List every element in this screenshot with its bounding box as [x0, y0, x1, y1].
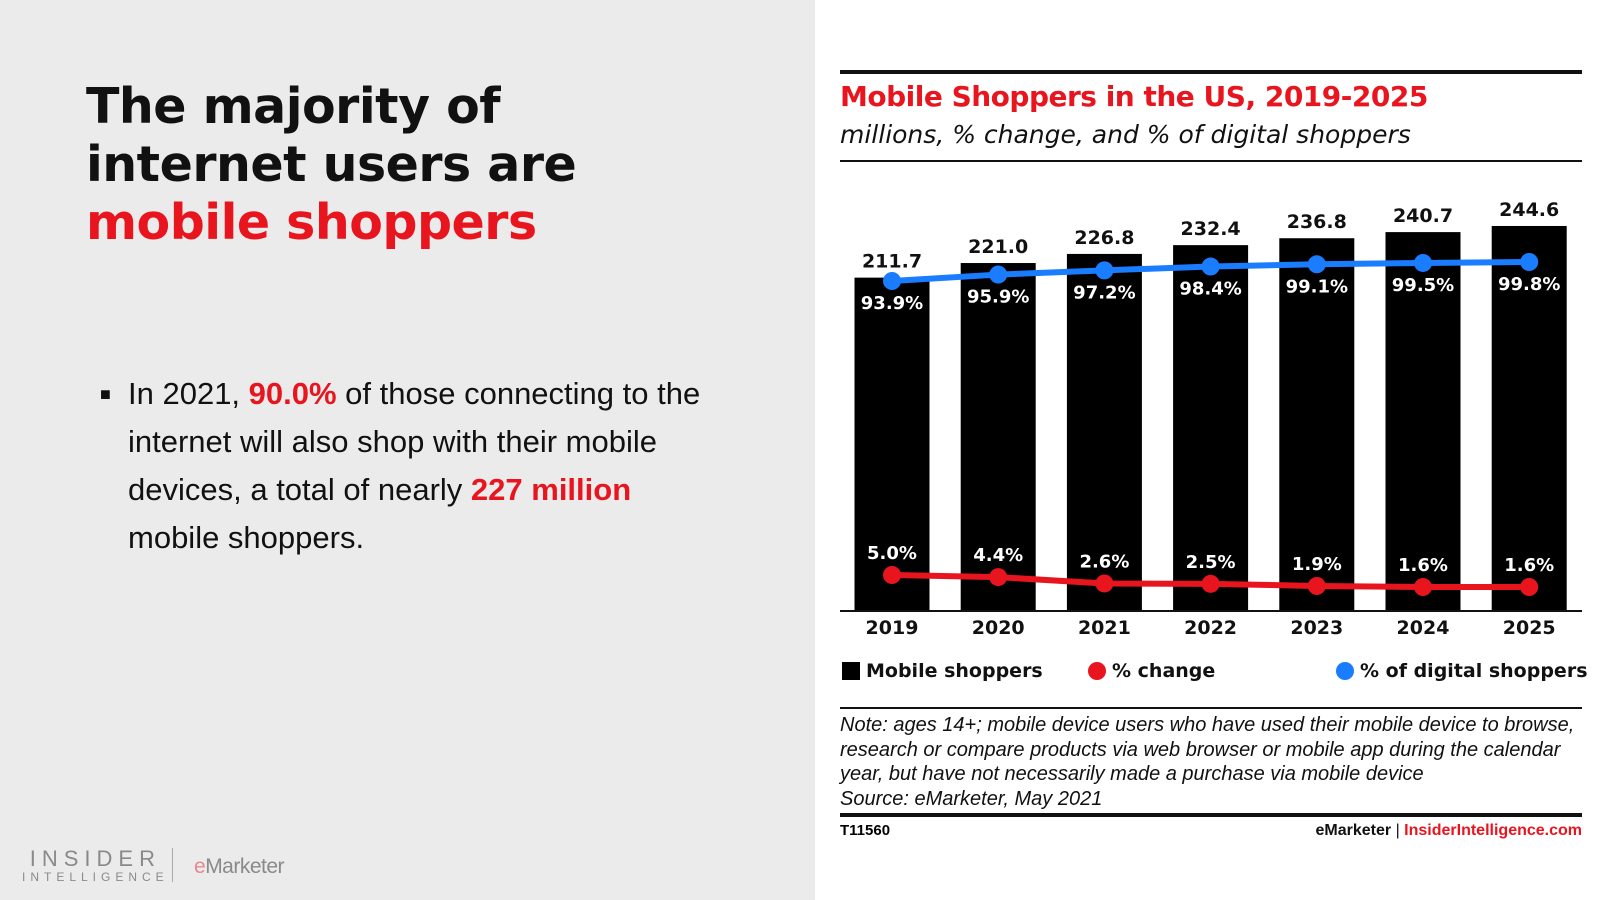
percent-change-point: [1095, 574, 1114, 593]
logo-divider: [172, 848, 173, 882]
legend-item-percent-digital: % of digital shoppers: [1336, 660, 1588, 682]
chart-source: Source: eMarketer, May 2021: [840, 787, 1103, 810]
insider-intelligence-logo: INSIDER INTELLIGENCE: [22, 846, 169, 885]
chart-id: T11560: [840, 822, 891, 839]
bar-value-label: 221.0: [968, 236, 1028, 258]
legend-item-mobile-shoppers: Mobile shoppers: [842, 660, 1043, 682]
headline-highlight: mobile shoppers: [86, 194, 537, 251]
percent-digital-point: [989, 265, 1008, 284]
legend-item-percent-change: % change: [1088, 660, 1215, 682]
percent-change-label: 5.0%: [867, 543, 917, 564]
bar-value-label: 226.8: [1074, 227, 1134, 249]
top-rule: [840, 70, 1582, 74]
emarketer-logo: eMarketer: [194, 855, 285, 878]
percent-change-label: 1.6%: [1504, 555, 1554, 576]
bullet-square-icon: ■: [100, 384, 111, 404]
bar-value-label: 244.6: [1499, 199, 1559, 221]
bar-2021: [1066, 253, 1142, 610]
bullet-point: ■ In 2021, 90.0% of those connecting to …: [100, 370, 720, 562]
x-tick-label: 2024: [1397, 617, 1450, 639]
x-tick-label: 2025: [1503, 617, 1556, 639]
left-panel: The majority of internet users are mobil…: [0, 0, 815, 900]
highlight-total: 227 million: [470, 472, 632, 507]
percent-digital-label: 99.1%: [1286, 276, 1348, 297]
headline: The majority of internet users are mobil…: [86, 78, 577, 251]
percent-change-point: [1201, 574, 1220, 593]
bar-2023: [1279, 238, 1355, 610]
bar-value-label: 240.7: [1393, 205, 1453, 227]
chart-subtitle: millions, % change, and % of digital sho…: [840, 120, 1411, 149]
bar-2020: [960, 263, 1036, 610]
chart-note: Note: ages 14+; mobile device users who …: [840, 713, 1585, 811]
x-tick-label: 2019: [866, 617, 919, 639]
percent-change-point: [1520, 578, 1539, 596]
percent-digital-label: 95.9%: [967, 287, 1029, 308]
percent-change-label: 1.9%: [1292, 554, 1342, 575]
percent-change-point: [1307, 576, 1326, 595]
subtitle-rule: [840, 160, 1582, 162]
percent-digital-label: 99.8%: [1498, 274, 1560, 295]
bar-value-label: 232.4: [1181, 218, 1241, 240]
bar-2022: [1173, 245, 1249, 610]
bar-value-label: 236.8: [1287, 211, 1347, 233]
x-tick-label: 2021: [1078, 617, 1131, 639]
percent-change-label: 4.4%: [973, 545, 1023, 566]
highlight-percent: 90.0%: [248, 376, 337, 411]
percent-digital-point: [1307, 255, 1326, 274]
x-tick-label: 2022: [1184, 617, 1237, 639]
percent-digital-point: [1095, 261, 1114, 280]
bar-2024: [1385, 232, 1461, 610]
percent-change-point: [883, 566, 901, 584]
x-tick-label: 2023: [1290, 617, 1343, 639]
percent-digital-point: [1414, 253, 1432, 272]
chart-credit: eMarketer | InsiderIntelligence.com: [1315, 822, 1582, 839]
note-rule: [840, 707, 1582, 709]
percent-digital-point: [1201, 257, 1220, 276]
percent-digital-point: [883, 272, 901, 290]
percent-change-label: 2.6%: [1079, 551, 1129, 572]
percent-digital-label: 99.5%: [1392, 275, 1454, 296]
footer-rule: [840, 813, 1582, 817]
percent-change-point: [1414, 578, 1432, 596]
percent-change-label: 2.5%: [1186, 552, 1236, 573]
x-tick-label: 2020: [972, 617, 1025, 639]
bar-2025: [1491, 225, 1567, 610]
percent-digital-point: [1520, 253, 1539, 271]
percent-change-label: 1.6%: [1398, 555, 1448, 576]
bar-2019: [854, 277, 930, 610]
percent-digital-label: 98.4%: [1179, 279, 1241, 300]
percent-digital-label: 97.2%: [1073, 282, 1135, 303]
chart-title: Mobile Shoppers in the US, 2019-2025: [840, 80, 1428, 113]
percent-digital-label: 93.9%: [861, 293, 923, 314]
percent-change-point: [989, 568, 1008, 587]
bar-value-label: 211.7: [862, 251, 922, 273]
